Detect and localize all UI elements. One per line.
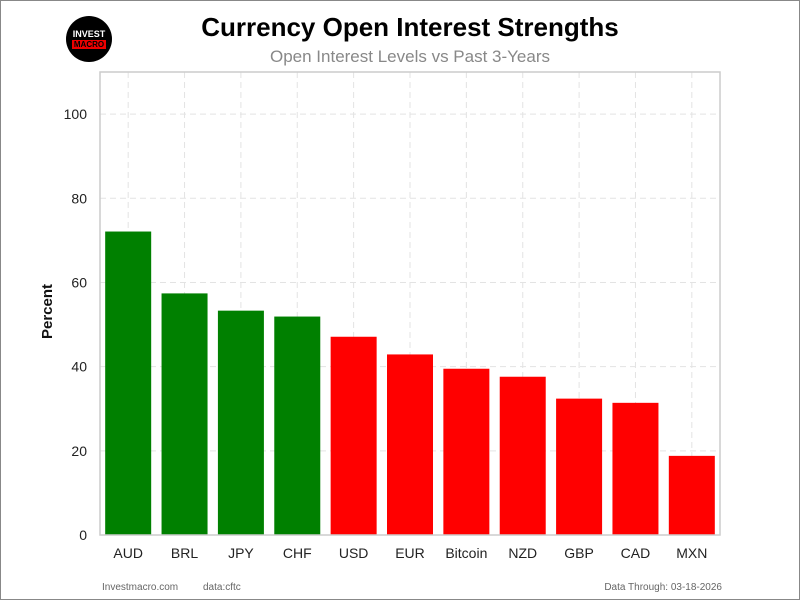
- x-tick-label: BRL: [171, 545, 198, 561]
- y-tick-label: 80: [71, 190, 87, 206]
- x-tick-label: USD: [339, 545, 369, 561]
- x-tick-label: Bitcoin: [445, 545, 487, 561]
- plot-border: [99, 71, 721, 536]
- x-tick-label: MXN: [676, 545, 707, 561]
- y-tick-label: 100: [64, 106, 88, 122]
- x-tick-label: AUD: [113, 545, 143, 561]
- footer-site: Investmacro.com: [102, 582, 179, 593]
- x-tick-label: EUR: [395, 545, 425, 561]
- y-tick-label: 20: [71, 443, 87, 459]
- y-tick-label: 60: [71, 274, 87, 290]
- footer-date: Data Through: 03-18-2026: [604, 582, 722, 593]
- bar-gbp: [556, 398, 603, 535]
- x-tick-label: CAD: [621, 545, 651, 561]
- logo-text-macro: MACRO: [72, 40, 106, 49]
- y-tick-label: 40: [71, 359, 87, 375]
- bar-jpy: [217, 310, 264, 535]
- bar-brl: [161, 293, 208, 535]
- x-tick-label: JPY: [228, 545, 254, 561]
- bar-chf: [274, 316, 321, 535]
- chart-title: Currency Open Interest Strengths: [201, 12, 619, 42]
- logo-text-invest: INVEST: [72, 29, 106, 39]
- bar-usd: [330, 336, 377, 535]
- chart-subtitle: Open Interest Levels vs Past 3-Years: [269, 47, 551, 66]
- y-axis-label: Percent: [39, 284, 56, 339]
- bar-cad: [612, 402, 659, 535]
- x-tick-label: CHF: [283, 545, 312, 561]
- bar-nzd: [499, 376, 546, 535]
- x-tick-label: GBP: [564, 545, 594, 561]
- bar-bitcoin: [443, 368, 490, 535]
- bar-mxn: [668, 455, 715, 535]
- y-tick-label: 0: [79, 527, 87, 543]
- investmacro-logo: INVEST MACRO: [66, 16, 112, 62]
- x-tick-label: NZD: [508, 545, 537, 561]
- bar-eur: [387, 354, 433, 535]
- bar-aud: [105, 231, 152, 536]
- footer-source: data:cftc: [203, 582, 241, 593]
